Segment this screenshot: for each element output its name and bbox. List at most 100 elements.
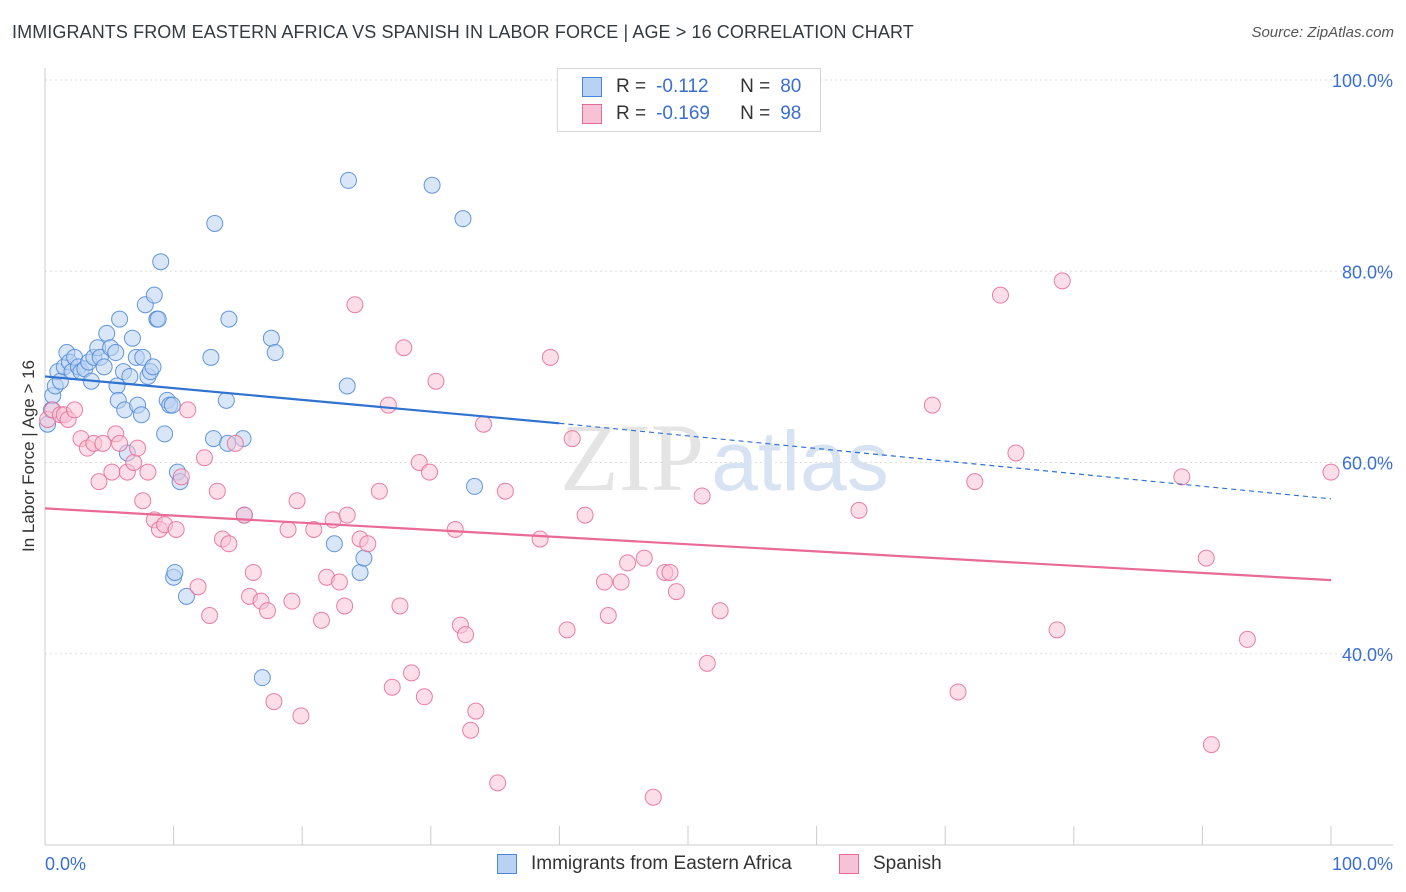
point-spanish xyxy=(330,573,348,591)
point-spanish xyxy=(201,607,219,624)
y-tick-label: 80.0% xyxy=(1342,262,1393,282)
point-spanish xyxy=(370,482,388,500)
point-spanish xyxy=(667,583,685,601)
point-spanish xyxy=(1238,630,1256,648)
point-spanish xyxy=(265,693,283,711)
chart-title: IMMIGRANTS FROM EASTERN AFRICA VS SPANIS… xyxy=(12,22,914,42)
point-eastern-africa xyxy=(145,286,163,304)
point-eastern-africa xyxy=(339,171,357,189)
correlation-legend: R = -0.112 N = 80 R = -0.169 N = 98 xyxy=(557,68,821,132)
source-label: Source: ZipAtlas.com xyxy=(1251,24,1394,41)
point-spanish xyxy=(661,563,679,581)
point-spanish xyxy=(220,535,238,553)
point-eastern-africa xyxy=(111,310,129,328)
point-eastern-africa xyxy=(454,210,472,228)
point-spanish xyxy=(359,535,377,553)
point-spanish xyxy=(850,501,868,519)
legend-swatch-pink xyxy=(582,104,602,124)
point-spanish xyxy=(644,788,662,806)
point-spanish xyxy=(305,520,323,538)
point-spanish xyxy=(125,454,143,471)
y-tick-label: 100.0% xyxy=(1332,71,1393,91)
point-spanish xyxy=(283,592,301,610)
bottom-legend-label: Immigrants from Eastern Africa xyxy=(531,853,792,874)
point-eastern-africa xyxy=(217,391,235,409)
point-spanish xyxy=(1053,272,1071,290)
watermark-atlas: atlas xyxy=(711,414,888,508)
point-spanish xyxy=(226,434,244,452)
point-spanish xyxy=(1322,463,1340,481)
point-spanish xyxy=(395,339,413,357)
point-spanish xyxy=(991,286,1009,304)
trend-line-eastern-africa-extension xyxy=(559,422,1332,500)
bottom-legend-eastern-africa: Immigrants from Eastern Africa xyxy=(497,851,792,877)
point-eastern-africa xyxy=(206,214,224,232)
point-eastern-africa xyxy=(152,253,170,271)
legend-r-value: -0.112 xyxy=(656,76,709,97)
point-spanish xyxy=(612,573,630,591)
legend-r-value: -0.169 xyxy=(656,103,710,124)
point-spanish xyxy=(167,520,185,538)
point-eastern-africa xyxy=(202,348,220,366)
point-spanish xyxy=(292,707,310,725)
point-spanish xyxy=(599,607,617,624)
point-spanish xyxy=(258,602,276,620)
point-spanish xyxy=(475,415,493,433)
legend-n-label: N = xyxy=(740,76,771,97)
point-eastern-africa xyxy=(423,176,441,194)
point-spanish xyxy=(1202,736,1220,754)
point-eastern-africa xyxy=(144,358,162,376)
point-spanish xyxy=(134,492,152,510)
legend-row-eastern-africa: R = -0.112 N = 80 xyxy=(582,75,801,99)
point-eastern-africa xyxy=(262,329,280,347)
point-spanish xyxy=(179,401,197,419)
point-eastern-africa xyxy=(253,669,271,687)
point-spanish xyxy=(189,578,207,596)
point-eastern-africa xyxy=(132,406,150,424)
point-spanish xyxy=(129,439,147,457)
point-eastern-africa xyxy=(338,377,356,395)
y-tick-label: 40.0% xyxy=(1342,645,1393,665)
point-spanish xyxy=(391,597,409,615)
point-spanish xyxy=(244,563,262,581)
legend-swatch-blue xyxy=(582,77,602,97)
point-spanish xyxy=(312,611,330,629)
legend-r-label: R = xyxy=(616,103,647,124)
point-spanish xyxy=(111,434,129,452)
point-spanish xyxy=(103,463,121,481)
point-spanish xyxy=(531,530,549,548)
watermark: ZIP atlas xyxy=(560,404,889,511)
trend-lines xyxy=(44,375,1332,582)
point-eastern-africa xyxy=(166,563,184,581)
legend-r-label: R = xyxy=(616,76,647,97)
bottom-legend-spanish: Spanish xyxy=(839,851,942,877)
point-spanish xyxy=(541,348,559,366)
trend-line-spanish xyxy=(44,507,1332,582)
point-spanish xyxy=(446,520,464,538)
point-spanish xyxy=(467,702,485,720)
point-spanish xyxy=(711,602,729,620)
point-spanish xyxy=(595,573,613,591)
point-eastern-africa xyxy=(220,310,238,328)
legend-n-label: N = xyxy=(740,103,771,124)
point-spanish xyxy=(949,683,967,701)
y-tick-label: 60.0% xyxy=(1342,454,1393,474)
point-spanish xyxy=(462,721,480,739)
point-spanish xyxy=(379,396,397,414)
point-spanish xyxy=(635,549,653,567)
point-eastern-africa xyxy=(149,310,167,328)
point-spanish xyxy=(1173,468,1191,486)
series-spanish-points xyxy=(39,272,1340,806)
point-eastern-africa xyxy=(204,430,222,448)
watermark-zip: ZIP xyxy=(560,404,704,511)
bottom-legend-swatch-pink xyxy=(839,854,859,874)
point-spanish xyxy=(383,678,401,696)
point-spanish xyxy=(457,626,475,644)
x-tick-label-min: 0.0% xyxy=(45,854,86,874)
point-spanish xyxy=(336,597,354,615)
point-eastern-africa xyxy=(163,396,181,414)
point-spanish xyxy=(489,774,507,792)
point-eastern-africa xyxy=(98,324,116,342)
point-eastern-africa xyxy=(107,344,125,362)
